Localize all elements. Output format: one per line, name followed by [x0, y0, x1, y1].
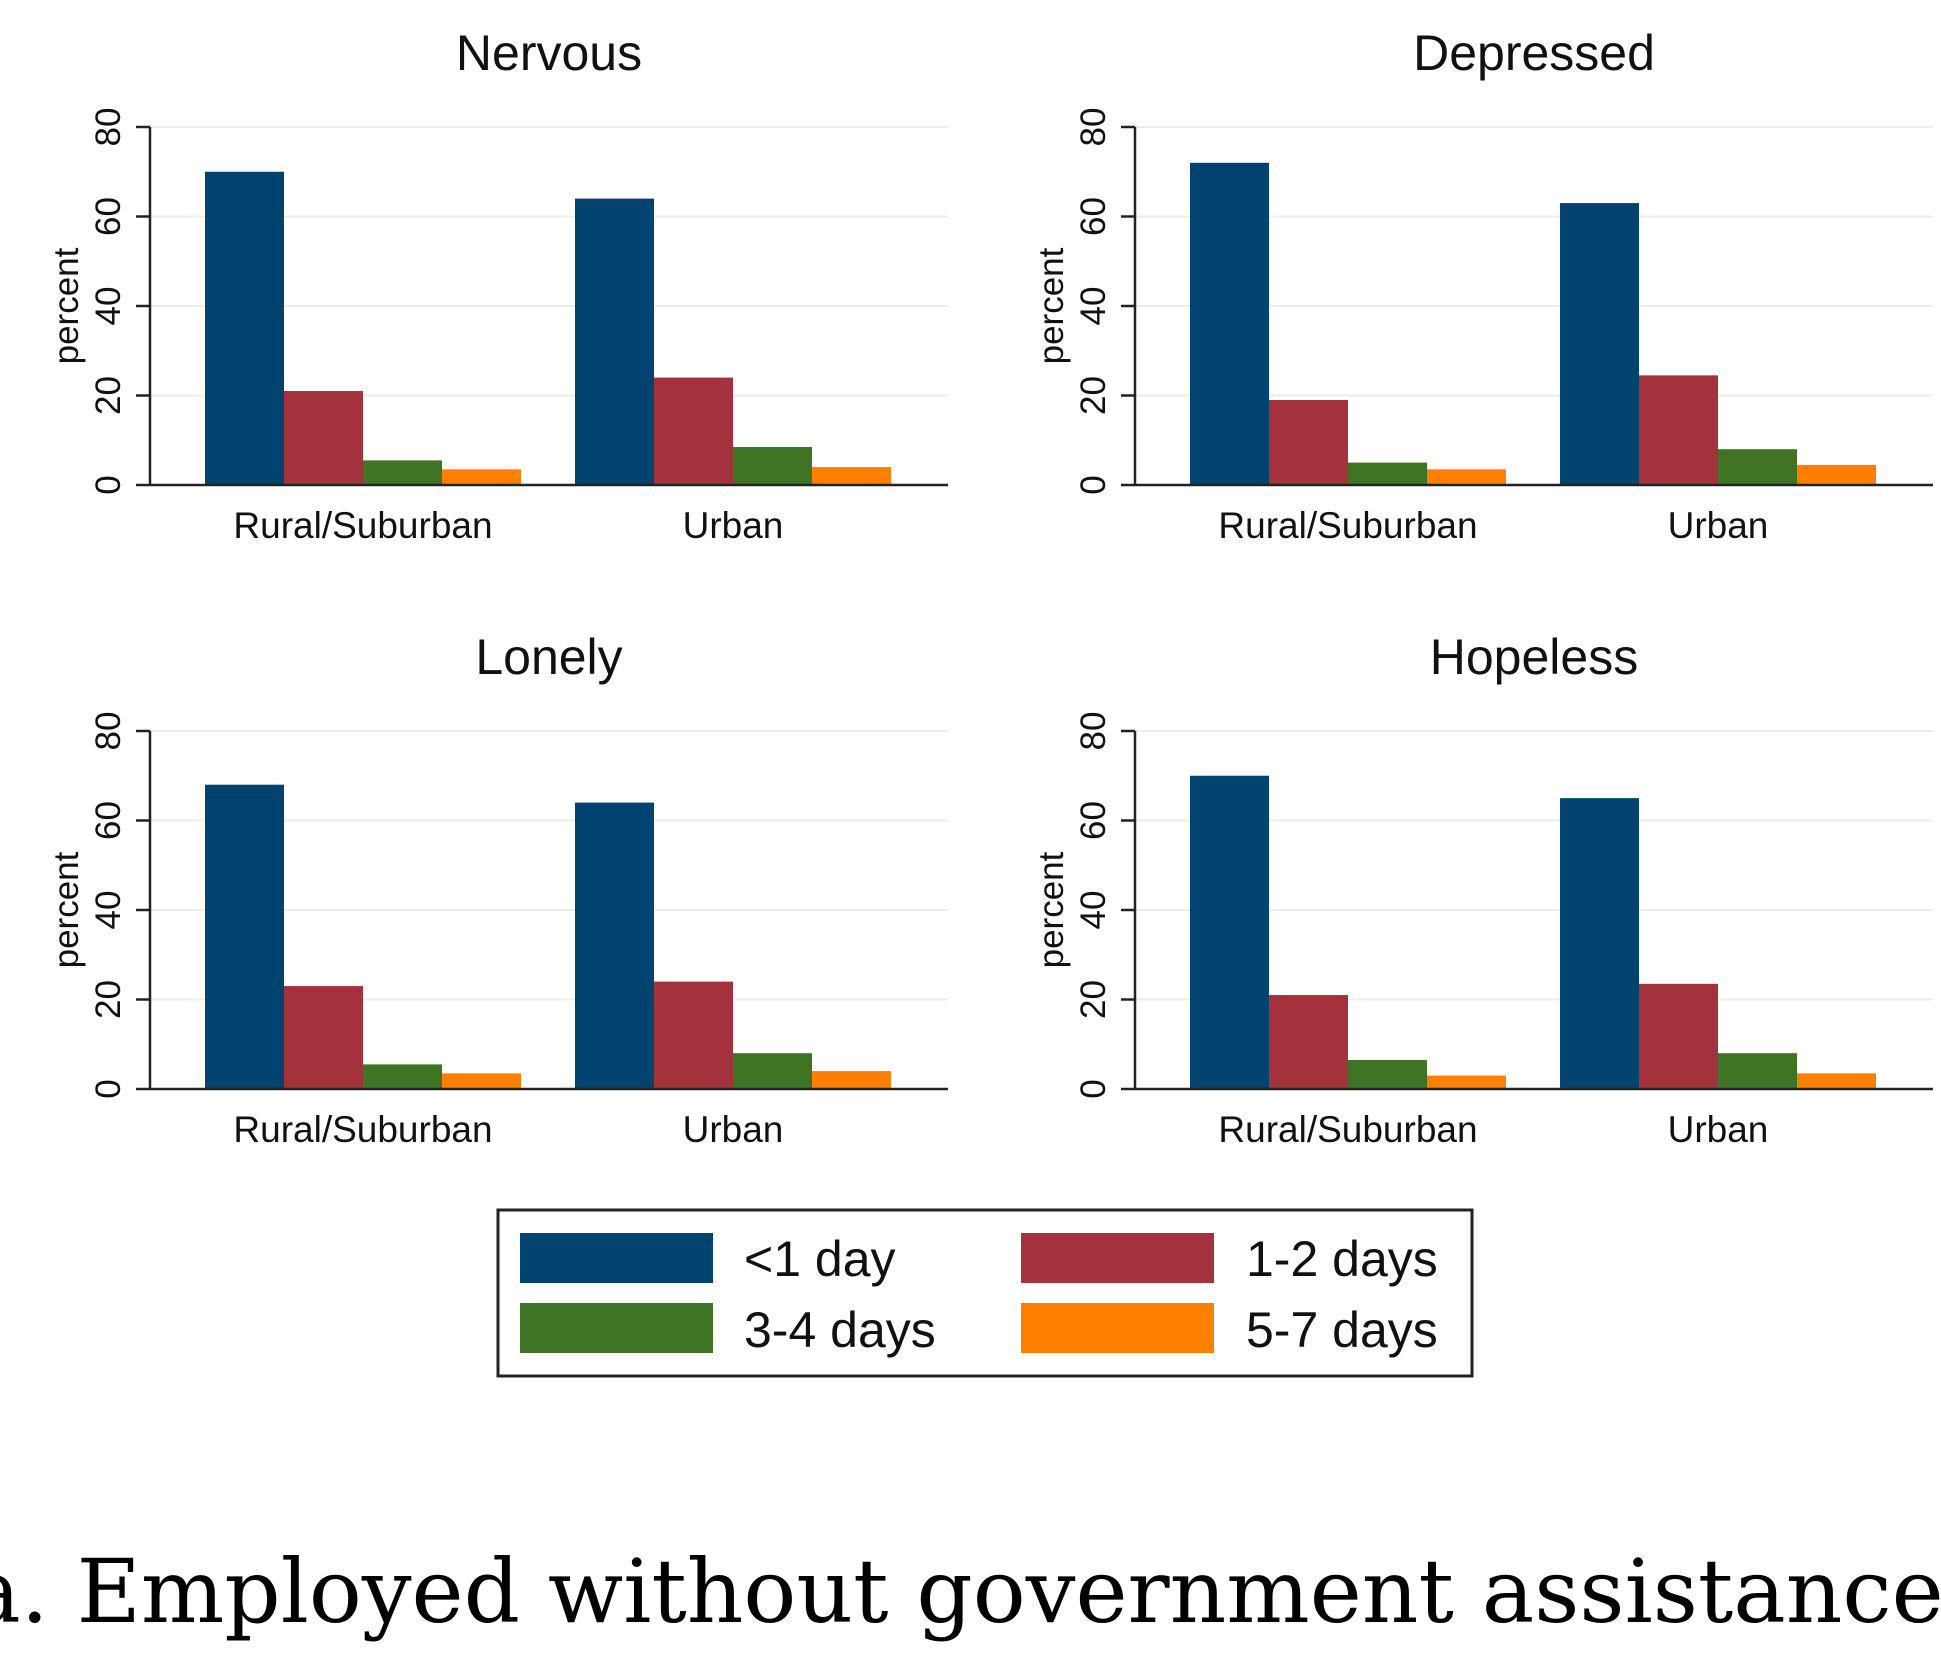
y-tick-label-80: 80: [1074, 712, 1113, 751]
x-category-label-rural-suburban: Rural/Suburban: [233, 1109, 492, 1150]
y-tick-label-0: 0: [1074, 475, 1113, 494]
legend: <1 day 1-2 days 3-4 days 5-7 days: [496, 1208, 1474, 1378]
y-tick-label-40: 40: [1074, 891, 1113, 930]
bar-nervous-urban-1-day: [575, 198, 654, 485]
bar-nervous-rural-suburban-5-7-days: [442, 469, 521, 485]
bar-lonely-urban-5-7-days: [812, 1071, 891, 1089]
y-tick-label-80: 80: [89, 712, 128, 751]
y-tick-label-80: 80: [1074, 108, 1113, 147]
bar-lonely-rural-suburban-3-4-days: [363, 1064, 442, 1089]
panel-title-lonely: Lonely: [475, 629, 622, 685]
bar-hopeless-urban-1-2-days: [1639, 983, 1718, 1089]
y-tick-label-60: 60: [89, 197, 128, 236]
bar-hopeless-rural-suburban-1-2-days: [1269, 995, 1348, 1089]
bar-lonely-rural-suburban-1-2-days: [284, 986, 363, 1089]
legend-swatch-lt1day: [520, 1233, 713, 1283]
y-tick-label-80: 80: [89, 108, 128, 147]
x-category-label-urban: Urban: [683, 1109, 784, 1150]
x-category-label-urban: Urban: [1668, 505, 1769, 546]
bar-nervous-rural-suburban-3-4-days: [363, 460, 442, 485]
x-category-label-urban: Urban: [1668, 1109, 1769, 1150]
legend-label-1-2days: 1-2 days: [1246, 1231, 1438, 1287]
bar-depressed-urban-3-4-days: [1718, 449, 1797, 485]
bar-depressed-rural-suburban-1-2-days: [1269, 399, 1348, 485]
panel-title-depressed: Depressed: [1413, 25, 1655, 81]
x-category-label-rural-suburban: Rural/Suburban: [1218, 1109, 1477, 1150]
bar-lonely-rural-suburban-1-day: [205, 784, 284, 1089]
y-tick-label-40: 40: [89, 287, 128, 326]
legend-label-lt1day: <1 day: [744, 1231, 896, 1287]
y-tick-label-0: 0: [89, 475, 128, 494]
chart-panels: Nervous 0 20 40 60 80 percent Rural/Suburban Urb…: [47, 25, 1933, 1150]
bar-depressed-urban-5-7-days: [1797, 464, 1876, 485]
bar-hopeless-rural-suburban-1-day: [1190, 775, 1269, 1089]
bar-hopeless-rural-suburban-5-7-days: [1427, 1075, 1506, 1089]
x-category-label-urban: Urban: [683, 505, 784, 546]
y-tick-label-60: 60: [89, 801, 128, 840]
legend-swatch-1-2days: [1021, 1233, 1214, 1283]
y-tick-label-20: 20: [89, 980, 128, 1019]
y-tick-label-0: 0: [89, 1079, 128, 1098]
bar-depressed-rural-suburban-1-day: [1190, 162, 1269, 486]
bar-lonely-urban-1-2-days: [654, 981, 733, 1089]
y-tick-label-20: 20: [1074, 376, 1113, 415]
legend-swatch-3-4days: [520, 1303, 713, 1353]
bar-depressed-urban-1-day: [1560, 203, 1639, 485]
y-tick-label-40: 40: [89, 891, 128, 930]
legend-label-5-7days: 5-7 days: [1246, 1302, 1438, 1358]
bar-nervous-rural-suburban-1-day: [205, 171, 284, 485]
bar-lonely-urban-3-4-days: [733, 1053, 812, 1089]
panel-depressed: Depressed 0 20 40 60 80 percent Rural/Suburban U…: [1032, 25, 1933, 546]
y-axis-title: percent: [1032, 247, 1071, 364]
panel-lonely: Lonely 0 20 40 60 80 percent Rural/Suburban Urba…: [47, 629, 948, 1150]
panel-nervous: Nervous 0 20 40 60 80 percent Rural/Suburban Urb…: [47, 25, 948, 546]
bar-depressed-rural-suburban-5-7-days: [1427, 469, 1506, 485]
y-axis-title: percent: [47, 247, 86, 364]
y-tick-label-60: 60: [1074, 197, 1113, 236]
y-tick-label-20: 20: [1074, 980, 1113, 1019]
y-tick-label-60: 60: [1074, 801, 1113, 840]
bar-depressed-rural-suburban-3-4-days: [1348, 462, 1427, 485]
legend-swatch-5-7days: [1021, 1303, 1214, 1353]
x-category-label-rural-suburban: Rural/Suburban: [233, 505, 492, 546]
panel-hopeless: Hopeless 0 20 40 60 80 percent Rural/Suburban Ur…: [1032, 629, 1933, 1150]
bar-lonely-rural-suburban-5-7-days: [442, 1073, 521, 1089]
panel-title-nervous: Nervous: [456, 25, 642, 81]
y-tick-label-40: 40: [1074, 287, 1113, 326]
figure-caption: a. Employed without government assistanc…: [0, 1540, 1941, 1643]
bar-nervous-urban-5-7-days: [812, 467, 891, 485]
bar-nervous-rural-suburban-1-2-days: [284, 391, 363, 485]
y-axis-title: percent: [47, 851, 86, 968]
legend-label-3-4days: 3-4 days: [744, 1302, 936, 1358]
bar-nervous-urban-1-2-days: [654, 377, 733, 485]
bar-hopeless-rural-suburban-3-4-days: [1348, 1059, 1427, 1089]
y-tick-label-20: 20: [89, 376, 128, 415]
bar-hopeless-urban-5-7-days: [1797, 1073, 1876, 1089]
x-category-label-rural-suburban: Rural/Suburban: [1218, 505, 1477, 546]
bar-lonely-urban-1-day: [575, 802, 654, 1089]
bar-hopeless-urban-3-4-days: [1718, 1053, 1797, 1089]
bar-nervous-urban-3-4-days: [733, 446, 812, 485]
bar-depressed-urban-1-2-days: [1639, 375, 1718, 485]
panel-title-hopeless: Hopeless: [1430, 629, 1638, 685]
bar-hopeless-urban-1-day: [1560, 798, 1639, 1089]
y-tick-label-0: 0: [1074, 1079, 1113, 1098]
y-axis-title: percent: [1032, 851, 1071, 968]
